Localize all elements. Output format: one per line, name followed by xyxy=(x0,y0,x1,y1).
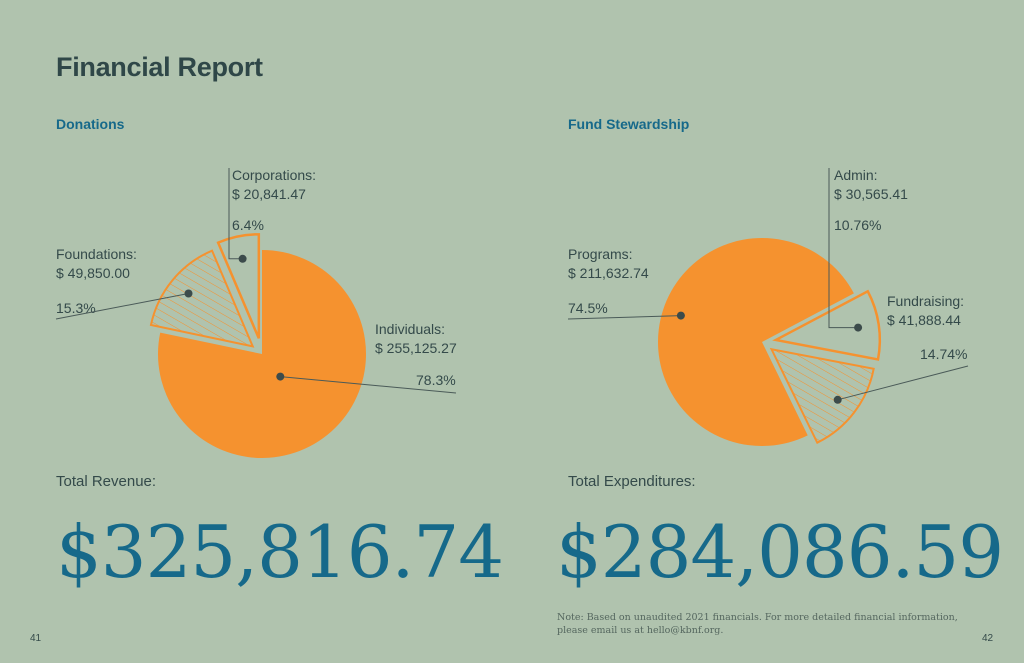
pie-slice-foundations xyxy=(149,249,255,348)
foundations-name: Foundations: xyxy=(56,246,137,262)
footnote-line-2: please email us at hello@kbnf.org. xyxy=(557,625,724,636)
footnote-line-1: Note: Based on unaudited 2021 financials… xyxy=(557,612,958,623)
programs-name: Programs: xyxy=(568,246,633,262)
fundraising-label: Fundraising: $ 41,888.44 xyxy=(887,292,964,330)
pie-slice-programs xyxy=(657,238,854,447)
individuals-name: Individuals: xyxy=(375,321,446,337)
leader-dot-individuals xyxy=(276,372,285,381)
fundraising-name: Fundraising: xyxy=(887,293,965,309)
total-revenue-value: $325,816.74 xyxy=(56,510,504,594)
corporations-name: Corporations: xyxy=(232,167,317,183)
total-revenue-label: Total Revenue: xyxy=(56,473,157,490)
leader-line-programs xyxy=(567,315,681,320)
pie-slice-corporations xyxy=(216,233,261,339)
leader-line-admin xyxy=(828,168,859,329)
pie-slice-admin xyxy=(772,289,882,361)
programs-percent: 74.5% xyxy=(568,300,608,316)
pie-slice-individuals xyxy=(157,250,366,458)
stewardship-heading: Fund Stewardship xyxy=(568,116,690,132)
pie-slice-fundraising xyxy=(769,347,875,445)
corporations-amount: $ 20,841.47 xyxy=(232,186,306,202)
foundations-percent: 15.3% xyxy=(56,300,96,316)
page-number-right: 42 xyxy=(982,633,994,644)
leader-dot-admin xyxy=(854,323,863,332)
footnote: Note: Based on unaudited 2021 financials… xyxy=(557,611,958,637)
programs-amount: $ 211,632.74 xyxy=(568,265,649,281)
leader-dot-programs xyxy=(676,311,685,320)
admin-label: Admin: $ 30,565.41 xyxy=(834,166,908,204)
leader-line-individuals xyxy=(280,376,457,394)
total-expenditures-value: $284,086.59 xyxy=(556,510,1004,594)
leader-dot-corporations xyxy=(238,254,247,263)
individuals-amount: $ 255,125.27 xyxy=(375,340,457,356)
individuals-label: Individuals: $ 255,125.27 xyxy=(375,320,457,358)
fundraising-amount: $ 41,888.44 xyxy=(887,312,961,328)
leader-line-foundations xyxy=(55,293,189,320)
leader-dot-fundraising xyxy=(833,395,842,404)
individuals-percent: 78.3% xyxy=(416,372,456,388)
donations-heading: Donations xyxy=(56,116,125,132)
leader-dot-foundations xyxy=(184,289,193,298)
fundraising-percent: 14.74% xyxy=(920,346,968,362)
admin-percent: 10.76% xyxy=(834,217,882,233)
page-number-left: 41 xyxy=(30,633,42,644)
total-expenditures-label: Total Expenditures: xyxy=(568,473,696,490)
page-title: Financial Report xyxy=(56,52,263,82)
foundations-amount: $ 49,850.00 xyxy=(56,265,130,281)
corporations-label: Corporations: $ 20,841.47 xyxy=(232,166,316,204)
leader-line-corporations xyxy=(228,168,243,260)
corporations-percent: 6.4% xyxy=(232,217,264,233)
admin-amount: $ 30,565.41 xyxy=(834,186,908,202)
leader-line-fundraising xyxy=(837,365,969,401)
admin-name: Admin: xyxy=(834,167,878,183)
programs-label: Programs: $ 211,632.74 xyxy=(568,245,649,283)
foundations-label: Foundations: $ 49,850.00 xyxy=(56,245,137,283)
